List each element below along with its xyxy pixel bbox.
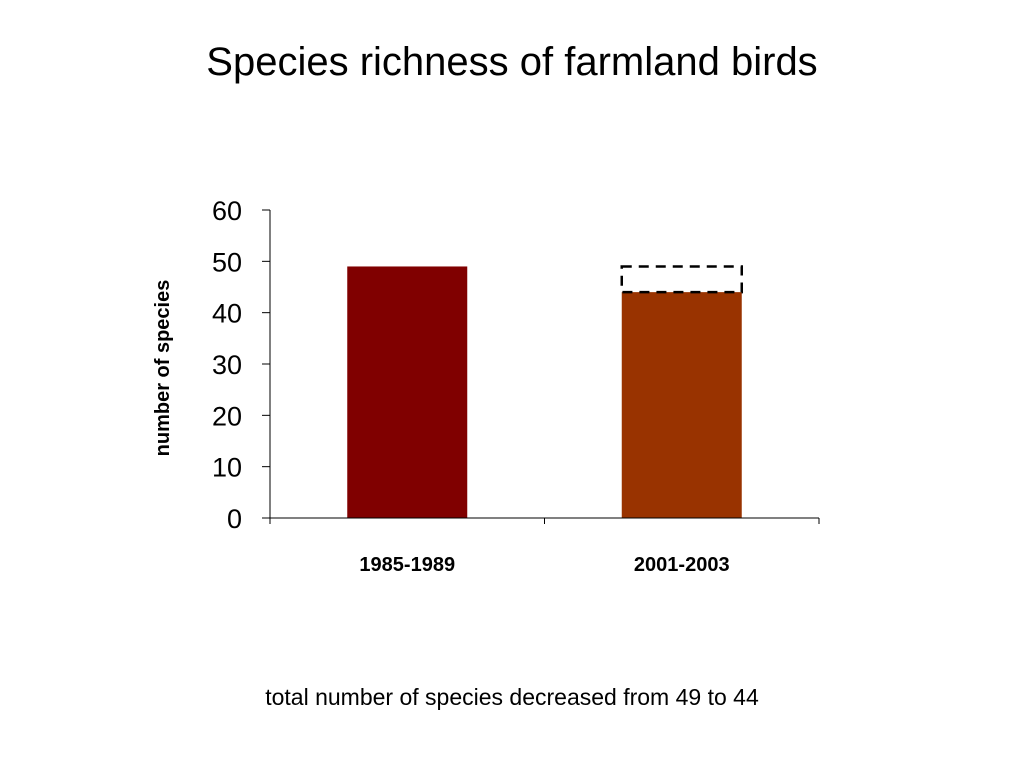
bar-chart: 0 10 20 30 40 50 60 1985-1989 2001-2003 number o… — [152, 196, 820, 576]
y-tick-label: 20 — [212, 401, 242, 431]
y-tick-label: 50 — [212, 247, 242, 277]
axes-layer: 0 10 20 30 40 50 60 1985-1989 2001-2003 — [212, 196, 820, 576]
y-tick-label: 30 — [212, 350, 242, 380]
bar-1985-1989 — [347, 266, 468, 518]
x-tick-label: 1985-1989 — [359, 554, 455, 576]
y-tick-label: 10 — [212, 453, 242, 483]
y-axis-label: number of species — [152, 280, 174, 457]
y-tick-label: 40 — [212, 299, 242, 329]
bar-2001-2003 — [621, 292, 742, 518]
previous-value-outline — [620, 265, 743, 294]
bars-layer — [347, 265, 743, 518]
y-tick-label: 60 — [212, 196, 242, 226]
y-tick-label: 0 — [227, 504, 242, 534]
x-tick-label: 2001-2003 — [634, 554, 730, 576]
slide-title: Species richness of farmland birds — [206, 40, 818, 84]
chart-caption: total number of species decreased from 4… — [265, 684, 759, 710]
